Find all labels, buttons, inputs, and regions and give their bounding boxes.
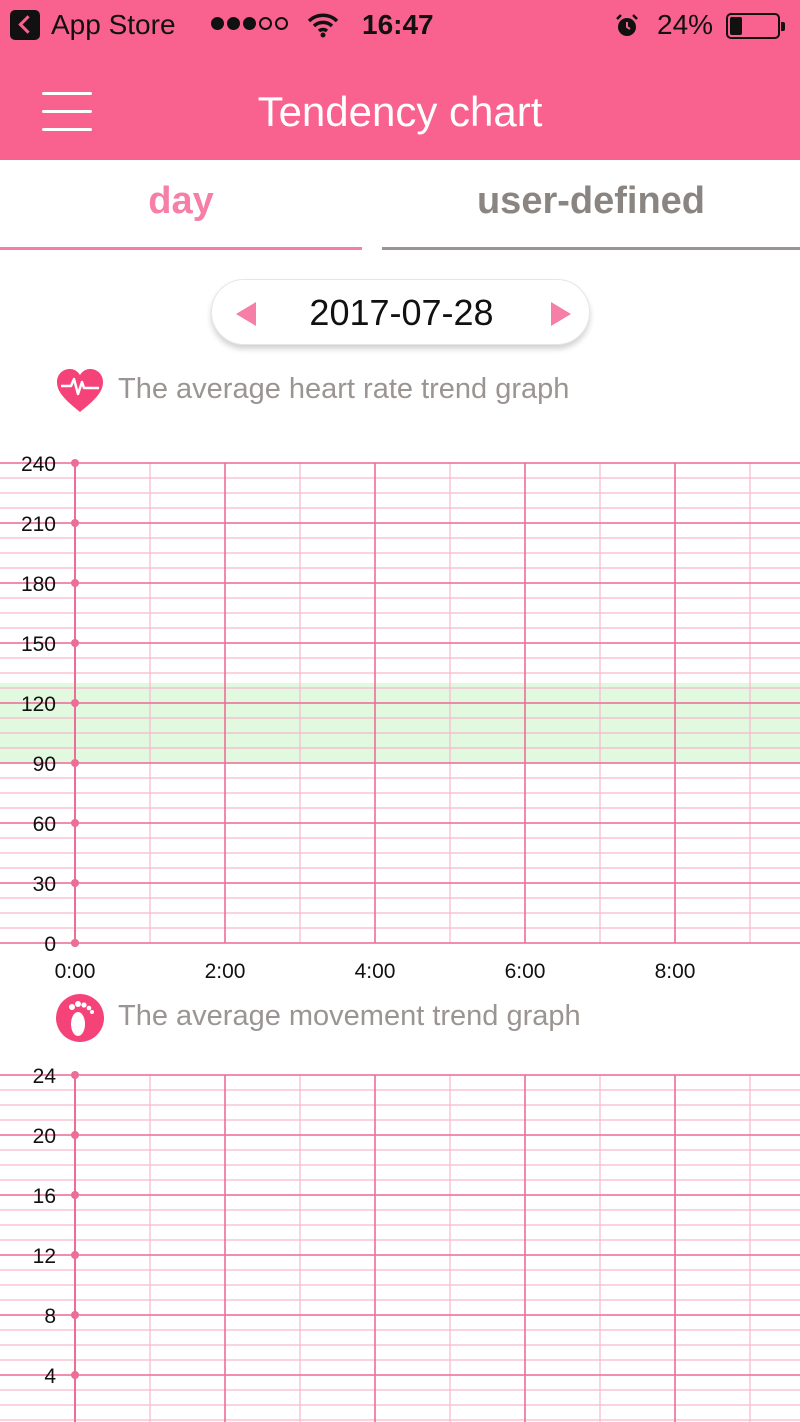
y-tick-label: 60 bbox=[33, 813, 56, 836]
x-tick-label: 8:00 bbox=[655, 960, 696, 983]
x-tick-label: 6:00 bbox=[505, 960, 546, 983]
menu-button[interactable] bbox=[38, 88, 98, 138]
normal-range-band bbox=[0, 683, 800, 763]
heart-rate-chart: 240 210 180 150 120 90 60 30 0 0:00 2:00 4:00 6:00 8:… bbox=[0, 440, 800, 985]
selected-date[interactable]: 2017-07-28 bbox=[309, 292, 494, 333]
tab-day[interactable]: day bbox=[148, 180, 214, 222]
y-tick-label: 90 bbox=[33, 753, 56, 776]
tab-user-defined[interactable]: user-defined bbox=[476, 180, 706, 222]
y-tick-label: 0 bbox=[44, 933, 56, 956]
y-tick-label: 210 bbox=[21, 513, 56, 536]
heart-rate-section-title: The average heart rate trend graph bbox=[118, 373, 570, 405]
back-to-app-icon[interactable] bbox=[10, 10, 40, 40]
heart-pulse-icon bbox=[57, 369, 103, 412]
back-to-app-label[interactable]: App Store bbox=[51, 9, 176, 40]
footprint-icon bbox=[56, 994, 104, 1042]
battery-icon bbox=[726, 13, 785, 39]
hamburger-menu-icon bbox=[42, 92, 92, 95]
x-tick-label: 4:00 bbox=[355, 960, 396, 983]
x-tick-label: 0:00 bbox=[55, 960, 96, 983]
movement-section-title: The average movement trend graph bbox=[118, 1000, 581, 1032]
y-tick-label: 8 bbox=[44, 1305, 56, 1328]
x-origin-dot bbox=[71, 939, 79, 947]
wifi-icon bbox=[307, 13, 339, 38]
y-tick-label: 180 bbox=[21, 573, 56, 596]
movement-chart: 24 20 16 12 8 4 bbox=[0, 1055, 800, 1422]
y-tick-label: 150 bbox=[21, 633, 56, 656]
date-selector: 2017-07-28 bbox=[211, 279, 590, 345]
y-tick-label: 120 bbox=[21, 693, 56, 716]
status-time: 16:47 bbox=[362, 9, 434, 40]
y-tick-label: 30 bbox=[33, 873, 56, 896]
page-title: Tendency chart bbox=[257, 88, 543, 135]
status-bar: App Store 16:47 24% bbox=[0, 0, 800, 52]
y-tick-label: 20 bbox=[33, 1125, 56, 1148]
y-tick-label: 240 bbox=[21, 453, 56, 476]
triangle-right-icon[interactable] bbox=[551, 302, 571, 326]
tab-user-defined-underline bbox=[382, 247, 800, 250]
y-tick-label: 24 bbox=[33, 1065, 57, 1088]
cellular-signal-icon bbox=[211, 17, 288, 30]
battery-percentage: 24% bbox=[657, 9, 714, 40]
y-tick-label: 12 bbox=[33, 1245, 56, 1268]
tab-day-underline bbox=[0, 247, 362, 250]
y-tick-label: 16 bbox=[33, 1185, 56, 1208]
alarm-clock-icon bbox=[616, 14, 638, 36]
triangle-left-icon[interactable] bbox=[236, 302, 256, 326]
y-tick-label: 4 bbox=[44, 1365, 56, 1388]
app-header-bar: App Store 16:47 24% Tendency chart bbox=[0, 0, 800, 160]
x-tick-label: 2:00 bbox=[205, 960, 246, 983]
